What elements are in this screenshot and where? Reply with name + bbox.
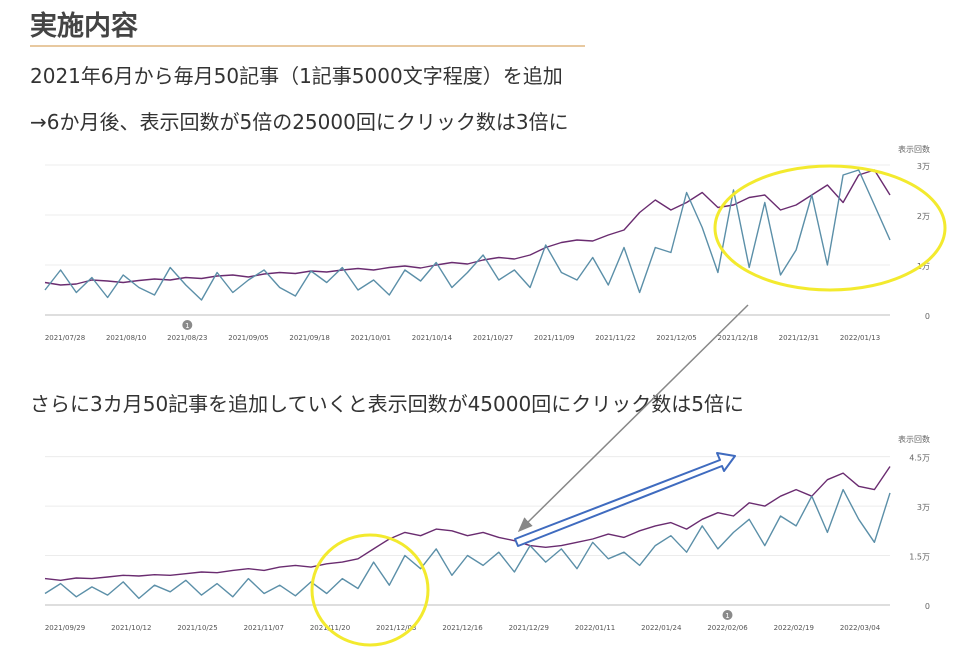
chart-1: 0 1万 2万 3万 表示回数 2021/07/28 2021/08/10 2021/08/2… — [30, 140, 940, 360]
x-tick-label: 2021/12/18 — [718, 334, 758, 342]
y-tick-label: 1万 — [917, 262, 930, 271]
x-tick-label: 2022/01/11 — [575, 624, 615, 632]
series-line-impressions — [44, 466, 891, 582]
x-tick-label: 2022/01/24 — [641, 624, 682, 632]
x-tick-label: 2021/10/12 — [111, 624, 151, 632]
x-tick-label: 2021/10/25 — [177, 624, 217, 632]
x-tick-label: 2021/12/31 — [779, 334, 819, 342]
x-tick-label: 2021/08/10 — [106, 334, 146, 342]
x-tick-label: 2021/12/05 — [656, 334, 696, 342]
x-tick-label: 2021/10/14 — [412, 334, 453, 342]
x-tick-label: 2021/12/03 — [376, 624, 416, 632]
x-tick-label: 2022/02/06 — [707, 624, 748, 632]
x-tick-label: 2021/11/09 — [534, 334, 574, 342]
x-tick-label: 2021/10/01 — [351, 334, 391, 342]
x-tick-label: 2022/01/13 — [840, 334, 880, 342]
x-tick-label: 2021/11/07 — [244, 624, 284, 632]
heading: 実施内容 — [30, 11, 138, 42]
x-tick-label: 2021/07/28 — [45, 334, 85, 342]
annotation-marker — [722, 610, 733, 620]
x-tick-label: 2022/03/04 — [840, 624, 881, 632]
x-tick-label: 2022/02/19 — [774, 624, 814, 632]
text-line-3: さらに3カ月50記事を追加していくと表示回数が45000回にクリック数は5倍に — [30, 392, 744, 416]
chart-2: 0 1.5万 3万 4.5万 表示回数 2021/09/29 2021/10/12 2021/… — [30, 430, 940, 650]
y-tick-label: 0 — [925, 602, 930, 611]
x-tick-label: 2021/09/05 — [228, 334, 268, 342]
annotation-marker — [182, 320, 193, 330]
text-line-2: →6か月後、表示回数が5倍の25000回にクリック数は3倍に — [30, 110, 569, 134]
series-line-clicks — [44, 488, 891, 600]
annotation-marker-label: 1 — [185, 322, 189, 330]
x-tick-label: 2021/09/29 — [45, 624, 85, 632]
y-axis-title: 表示回数 — [898, 434, 930, 444]
chart-background — [30, 430, 940, 650]
x-tick-label: 2021/10/27 — [473, 334, 513, 342]
y-tick-label: 3万 — [917, 503, 930, 512]
chart-background — [30, 140, 940, 360]
x-tick-label: 2021/12/16 — [442, 624, 483, 632]
x-tick-label: 2021/08/23 — [167, 334, 207, 342]
y-tick-label: 1.5万 — [909, 553, 930, 562]
text-line-1: 2021年6月から毎月50記事（1記事5000文字程度）を追加 — [30, 64, 563, 88]
y-axis-title: 表示回数 — [898, 144, 930, 154]
y-tick-label: 4.5万 — [909, 454, 930, 463]
x-tick-label: 2021/09/18 — [289, 334, 329, 342]
x-tick-label: 2021/11/22 — [595, 334, 635, 342]
y-tick-label: 3万 — [917, 162, 930, 171]
annotation-marker-label: 1 — [725, 612, 729, 620]
x-tick-label: 2021/12/29 — [509, 624, 549, 632]
y-tick-label: 2万 — [917, 212, 930, 221]
y-tick-label: 0 — [925, 312, 930, 321]
heading-underline — [30, 45, 585, 47]
x-tick-label: 2021/11/20 — [310, 624, 350, 632]
